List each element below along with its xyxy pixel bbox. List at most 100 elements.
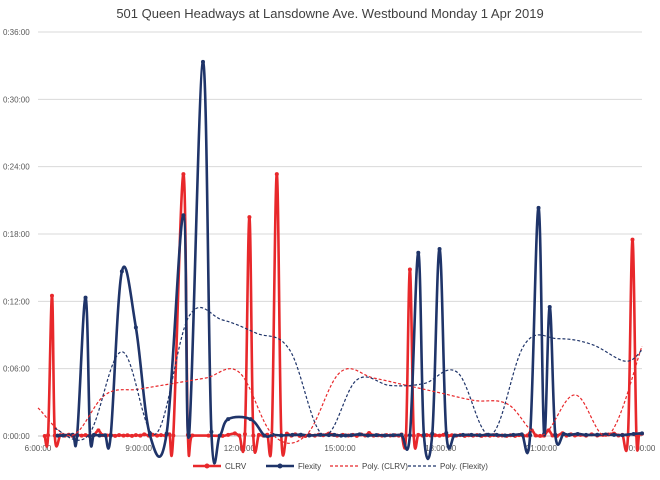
data-point xyxy=(374,433,379,438)
data-point xyxy=(494,432,499,437)
data-point xyxy=(477,433,482,438)
data-point xyxy=(200,59,205,64)
data-point xyxy=(49,293,54,298)
data-point xyxy=(437,433,442,438)
data-point xyxy=(91,432,96,437)
x-tick-label: 6:00:00 xyxy=(25,444,52,453)
y-tick-label: 0:06:00 xyxy=(3,365,30,374)
data-point xyxy=(187,433,191,438)
data-point xyxy=(247,215,252,220)
data-point xyxy=(612,432,617,437)
data-point xyxy=(519,432,524,437)
data-point xyxy=(79,433,84,438)
legend-marker xyxy=(204,463,210,469)
data-point xyxy=(567,432,572,437)
axes: 0:00:00 0:06:00 0:12:00 0:18:00 0:24:00 0:30:… xyxy=(3,28,656,453)
data-point xyxy=(83,433,88,438)
data-point xyxy=(256,432,261,437)
chart-title: 501 Queen Headways at Lansdowne Ave. Wes… xyxy=(116,6,544,21)
x-tick-label: 21:00:00 xyxy=(526,444,558,453)
legend-marker xyxy=(277,463,283,469)
data-point xyxy=(117,433,122,438)
series-poly-clrv- xyxy=(37,345,643,444)
data-point xyxy=(437,246,442,251)
data-point xyxy=(416,250,421,255)
x-tick-label: 9:00:00 xyxy=(125,444,152,453)
data-point xyxy=(226,417,231,422)
legend: CLRV Flexity Poly. (CLRV) Poly. (Flexity) xyxy=(193,462,488,471)
y-tick-label: 0:24:00 xyxy=(3,163,30,172)
data-point xyxy=(242,432,247,437)
data-point xyxy=(147,432,152,437)
data-point xyxy=(298,432,303,437)
grid-lines xyxy=(38,31,642,437)
data-point xyxy=(533,433,538,438)
data-point xyxy=(46,433,51,438)
data-point xyxy=(630,237,635,242)
data-point xyxy=(640,431,644,436)
legend-label: Flexity xyxy=(298,462,321,471)
data-point xyxy=(469,432,474,437)
data-point xyxy=(226,432,231,437)
series-line xyxy=(57,60,643,465)
data-point xyxy=(88,433,93,438)
data-point xyxy=(391,433,396,438)
data-point xyxy=(528,433,533,438)
data-point xyxy=(511,432,516,437)
data-point xyxy=(164,431,169,436)
data-point xyxy=(103,433,108,438)
y-tick-label: 0:30:00 xyxy=(3,95,30,104)
data-point xyxy=(108,433,113,438)
data-point xyxy=(232,431,237,436)
data-point xyxy=(274,172,279,177)
data-point xyxy=(620,433,625,438)
data-point xyxy=(290,432,295,437)
series-layer xyxy=(37,59,644,465)
data-point xyxy=(416,432,421,437)
data-point xyxy=(129,433,134,438)
data-point xyxy=(159,433,164,438)
data-point xyxy=(421,432,426,437)
x-tick-label: 18:00:00 xyxy=(425,444,457,453)
legend-label: Poly. (Flexity) xyxy=(440,462,488,471)
x-tick-label: 15:00:00 xyxy=(324,444,356,453)
data-point xyxy=(307,433,312,438)
series-line xyxy=(54,307,643,441)
data-point xyxy=(407,433,412,438)
data-point xyxy=(113,433,118,438)
data-point xyxy=(237,433,242,438)
data-point xyxy=(553,432,558,437)
data-point xyxy=(357,432,362,437)
data-point xyxy=(343,433,348,438)
legend-label: Poly. (CLRV) xyxy=(362,462,408,471)
series-flexity xyxy=(55,59,644,465)
data-point xyxy=(97,433,102,438)
data-point xyxy=(279,433,284,438)
data-point xyxy=(430,431,435,436)
data-point xyxy=(349,433,354,438)
data-point xyxy=(547,304,552,309)
data-point xyxy=(399,432,404,437)
data-point xyxy=(42,434,47,438)
data-point xyxy=(339,433,344,438)
data-point xyxy=(171,433,176,438)
data-point xyxy=(444,431,449,436)
data-point xyxy=(121,433,126,438)
data-point xyxy=(133,433,138,438)
data-point xyxy=(181,172,186,177)
data-point xyxy=(55,433,60,438)
x-tick-label: 12:00:00 xyxy=(224,444,256,453)
data-point xyxy=(119,269,124,274)
data-point xyxy=(561,431,566,436)
series-poly-flexity- xyxy=(54,307,643,441)
data-point xyxy=(251,433,256,438)
data-point xyxy=(83,295,88,300)
data-point xyxy=(155,433,160,438)
data-point xyxy=(248,417,253,422)
data-point xyxy=(209,429,214,434)
data-point xyxy=(96,428,101,433)
data-point xyxy=(584,432,589,437)
data-point xyxy=(536,205,541,210)
